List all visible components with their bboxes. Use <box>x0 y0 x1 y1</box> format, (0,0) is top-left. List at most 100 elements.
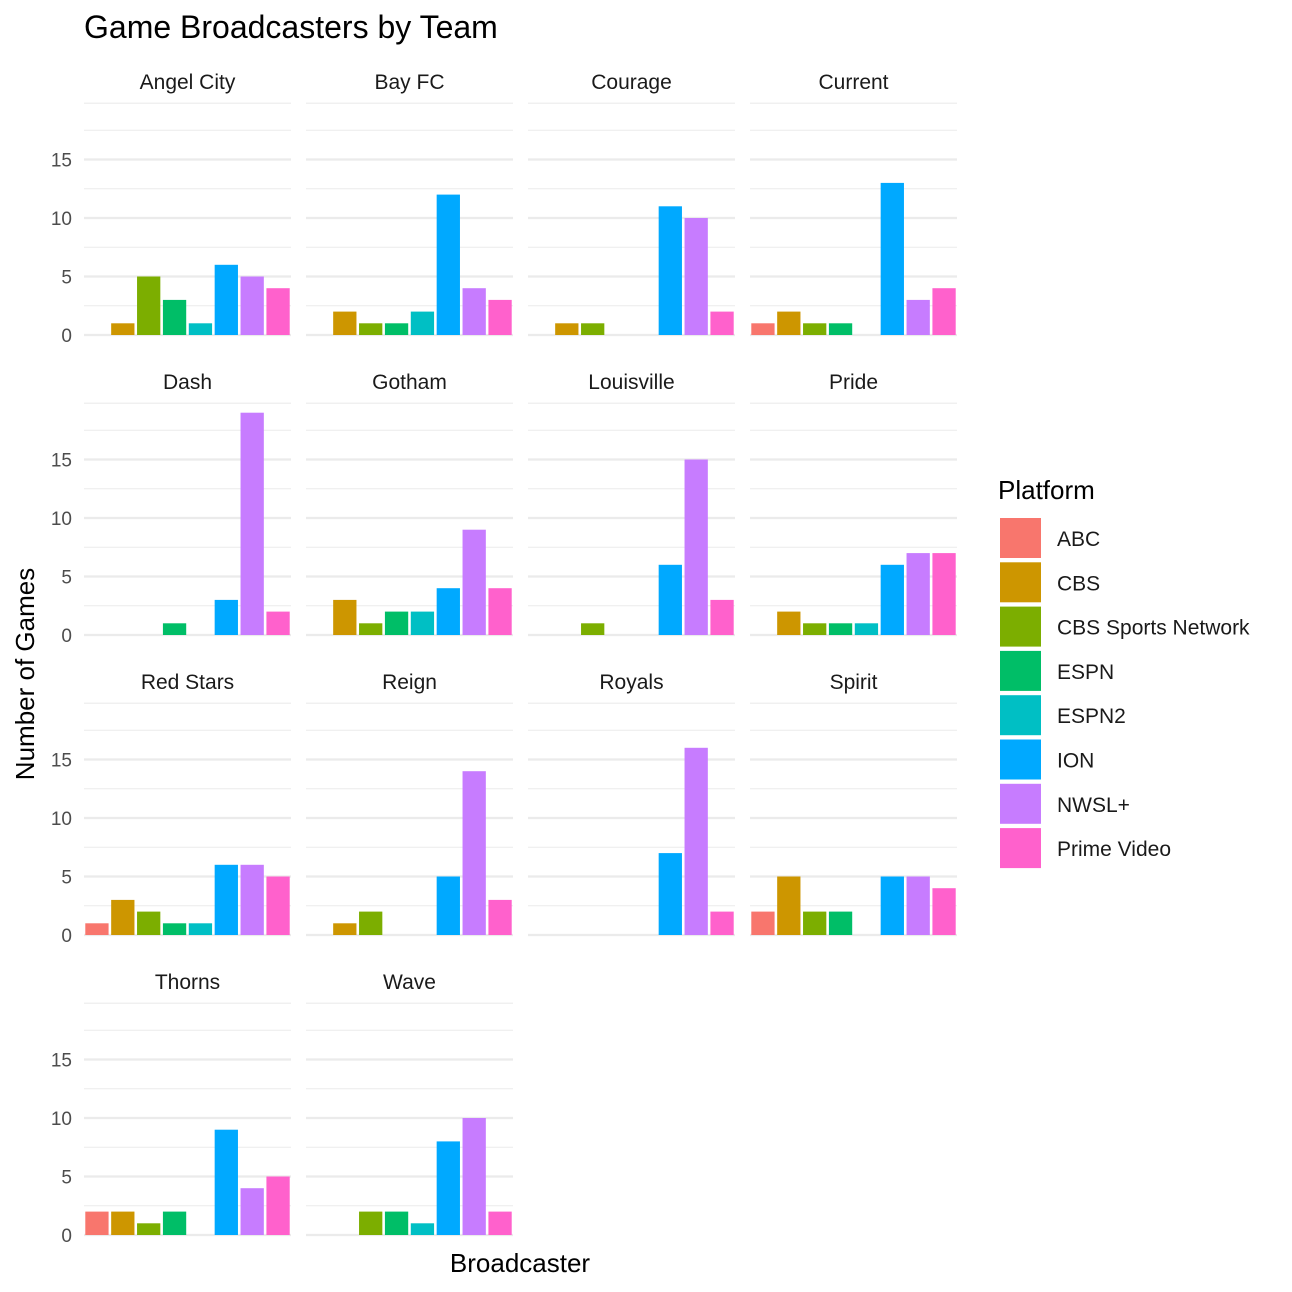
x-axis-title: Broadcaster <box>450 1248 591 1278</box>
bar-bay-fc-cbs-sports-network <box>359 323 383 335</box>
bar-louisville-prime-video <box>710 599 734 635</box>
facet-strip-label: Wave <box>383 971 436 994</box>
bar-current-prime-video <box>932 288 956 335</box>
bar-pride-ion <box>880 564 904 635</box>
legend-label-nwsl: NWSL+ <box>1057 794 1130 817</box>
bar-gotham-espn2 <box>410 611 435 635</box>
panel-red-stars: Red Stars 0 5 10 15 <box>51 671 291 947</box>
bar-red-stars-abc <box>85 923 109 935</box>
facet-strip-label: Angel City <box>140 71 236 94</box>
legend-swatch-espn2 <box>1000 695 1041 736</box>
panel-royals: Royals <box>528 671 735 937</box>
panel-courage: Courage <box>528 71 735 337</box>
bar-red-stars-cbs-sports-network <box>137 911 161 935</box>
legend-label-espn2: ESPN2 <box>1057 705 1126 728</box>
bar-red-stars-prime-video <box>266 876 290 935</box>
bar-gotham-nwsl <box>462 529 486 635</box>
bar-thorns-abc <box>85 1211 109 1235</box>
bar-louisville-ion <box>658 564 682 635</box>
bar-courage-cbs <box>555 323 579 335</box>
bar-angel-city-espn2 <box>188 323 213 335</box>
legend-label-prime-video: Prime Video <box>1057 838 1171 861</box>
legend-swatch-cbs <box>1000 562 1041 603</box>
bar-current-nwsl <box>906 299 930 335</box>
legend-swatch-espn <box>1000 650 1041 691</box>
y-tick-label: 10 <box>51 809 72 830</box>
legend-label-cbs-sports-network: CBS Sports Network <box>1057 617 1250 640</box>
bar-pride-prime-video <box>932 553 956 635</box>
bar-louisville-nwsl <box>684 459 708 635</box>
y-tick-label: 15 <box>51 451 72 472</box>
facet-strip-label: Gotham <box>372 371 447 394</box>
facet-strip-label: Current <box>818 71 888 94</box>
bar-gotham-espn <box>384 611 409 635</box>
bar-thorns-nwsl <box>240 1188 264 1235</box>
bar-pride-espn <box>828 623 853 635</box>
y-tick-label: 0 <box>61 926 72 947</box>
y-tick-label: 5 <box>61 268 72 289</box>
bar-pride-cbs-sports-network <box>803 623 827 635</box>
bar-pride-cbs <box>777 611 801 635</box>
legend-swatch-ion <box>1000 739 1041 780</box>
facet-strip-label: Royals <box>599 671 663 694</box>
panel-dash: Dash 0 5 10 15 <box>51 371 291 647</box>
bar-courage-prime-video <box>710 311 734 335</box>
bar-spirit-cbs <box>777 876 801 935</box>
panel-spirit: Spirit <box>750 671 957 937</box>
legend-label-ion: ION <box>1057 750 1094 773</box>
bar-angel-city-ion <box>214 264 238 335</box>
bar-current-cbs-sports-network <box>803 323 827 335</box>
panel-gotham: Gotham <box>306 371 513 637</box>
bar-dash-prime-video <box>266 611 290 635</box>
bar-current-espn <box>828 323 853 335</box>
bar-reign-cbs <box>333 923 357 935</box>
bar-reign-ion <box>436 876 460 935</box>
panel-louisville: Louisville <box>528 371 735 637</box>
bar-gotham-cbs <box>333 599 357 635</box>
bar-royals-ion <box>658 853 682 935</box>
bar-current-ion <box>880 182 904 335</box>
bar-bay-fc-prime-video <box>488 299 512 335</box>
y-tick-label: 5 <box>61 868 72 889</box>
y-tick-label: 5 <box>61 568 72 589</box>
bar-angel-city-cbs-sports-network <box>137 276 161 335</box>
bar-angel-city-espn <box>162 299 187 335</box>
bar-angel-city-nwsl <box>240 276 264 335</box>
bar-royals-prime-video <box>710 911 734 935</box>
bar-wave-espn <box>384 1211 409 1235</box>
bar-pride-espn2 <box>854 623 879 635</box>
bar-bay-fc-espn2 <box>410 311 435 335</box>
legend-title: Platform <box>998 475 1095 505</box>
bar-pride-nwsl <box>906 553 930 635</box>
facet-strip-label: Bay FC <box>374 71 444 94</box>
panel-thorns: Thorns 0 5 10 15 <box>51 971 291 1247</box>
bar-spirit-nwsl <box>906 876 930 935</box>
panel-wave: Wave <box>306 971 513 1237</box>
facet-strip-label: Courage <box>591 71 672 94</box>
facet-strip-label: Thorns <box>155 971 220 994</box>
bar-reign-prime-video <box>488 899 512 935</box>
legend-swatch-cbs-sports-network <box>1000 606 1041 647</box>
legend-swatch-prime-video <box>1000 828 1041 869</box>
facet-panels: Angel City 0 5 10 15 Bay FC Courage Current Dash… <box>51 71 957 1247</box>
bar-spirit-cbs-sports-network <box>803 911 827 935</box>
bar-thorns-espn <box>162 1211 187 1235</box>
bar-wave-ion <box>436 1141 460 1235</box>
bar-dash-espn <box>162 623 187 635</box>
bar-red-stars-cbs <box>111 899 135 935</box>
bar-wave-nwsl <box>462 1118 486 1235</box>
bar-current-abc <box>751 323 775 335</box>
panel-current: Current <box>750 71 957 337</box>
y-tick-label: 0 <box>61 1226 72 1247</box>
legend-label-espn: ESPN <box>1057 661 1114 684</box>
bar-bay-fc-cbs <box>333 311 357 335</box>
bar-red-stars-ion <box>214 864 238 935</box>
bar-courage-nwsl <box>684 218 708 335</box>
legend-label-cbs: CBS <box>1057 572 1100 595</box>
facet-strip-label: Dash <box>163 371 212 394</box>
bar-current-cbs <box>777 311 801 335</box>
bar-red-stars-espn2 <box>188 923 213 935</box>
bar-courage-cbs-sports-network <box>581 323 605 335</box>
